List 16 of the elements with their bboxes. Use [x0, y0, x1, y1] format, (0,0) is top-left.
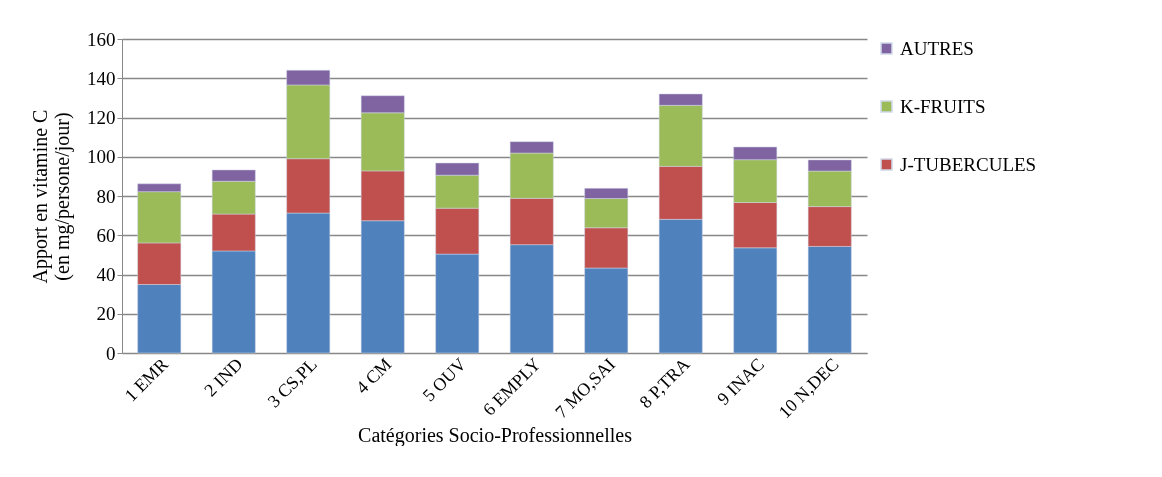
legend-label: K-FRUITS: [900, 95, 986, 117]
legend-label: J-TUBERCULES: [900, 153, 1037, 175]
legend-label: AUTRES: [900, 37, 974, 59]
y-tick-label: 100: [87, 146, 116, 168]
y-tick-label: 40: [96, 264, 116, 285]
y-tick-label: 160: [87, 28, 116, 50]
x-tick-label: 2 IND: [200, 354, 247, 401]
x-axis-title: Catégories Socio-Professionnelles: [358, 423, 633, 447]
y-tick-label: 20: [96, 303, 116, 325]
y-tick-label: 60: [96, 224, 116, 246]
y-tick-label: 80: [96, 185, 116, 207]
x-tick-label: 4 CM: [351, 354, 396, 398]
y-tick-label: 120: [87, 107, 116, 128]
y-tick-label: 0: [106, 342, 116, 364]
y-axis-title: Apport en vitamine C (en mg/persone/jour): [29, 109, 74, 284]
y-tick-label: 140: [87, 67, 116, 89]
